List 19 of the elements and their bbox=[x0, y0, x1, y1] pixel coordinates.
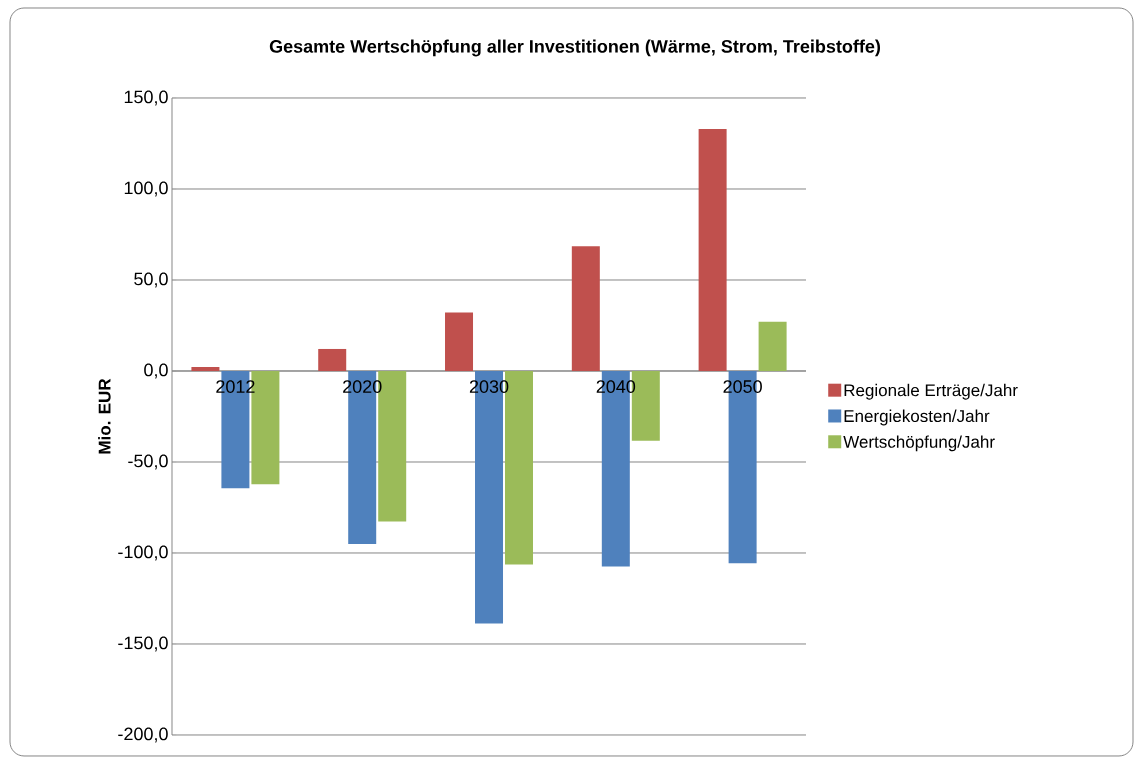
bar bbox=[318, 348, 347, 371]
y-tick-label: 150,0 bbox=[124, 90, 168, 106]
y-tick-label: -200,0 bbox=[118, 727, 168, 743]
bar bbox=[445, 312, 474, 371]
legend-label: Energiekosten/Jahr bbox=[844, 409, 990, 426]
bar bbox=[758, 321, 787, 371]
bar bbox=[571, 246, 600, 371]
y-tick-label: 50,0 bbox=[134, 272, 168, 288]
bar bbox=[191, 366, 220, 371]
bar bbox=[698, 128, 727, 371]
legend-label: Regionale Erträge/Jahr bbox=[844, 383, 1018, 400]
y-tick-label: 0,0 bbox=[144, 363, 168, 379]
y-axis-title: Mio. EUR bbox=[98, 378, 111, 454]
y-tick-label: 100,0 bbox=[124, 181, 168, 197]
legend-label: Wertschöpfung/Jahr bbox=[843, 435, 995, 452]
chart-title: Gesamte Wertschöpfung aller Investitionen (Wärme, Strom, Treibstoffe) bbox=[269, 39, 880, 57]
y-tick-label: -100,0 bbox=[118, 545, 168, 561]
y-tick-label: -150,0 bbox=[118, 636, 168, 652]
y-tick-label: -50,0 bbox=[128, 454, 168, 470]
